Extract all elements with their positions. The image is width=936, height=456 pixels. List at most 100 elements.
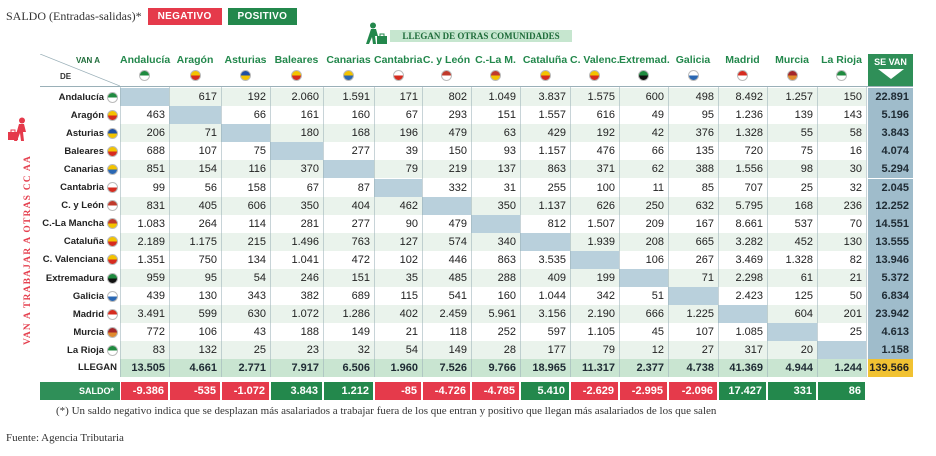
table-cell: 99 [152,181,165,194]
flag-la-rioja-icon [107,344,118,356]
table-cell: 252 [497,326,516,339]
table-cell: 28 [503,344,516,357]
table-cell: 85 [701,181,714,194]
flag-galicia-icon [687,70,699,81]
column-flag [374,70,422,81]
llegan-cell: 41.369 [729,362,763,374]
table-cell: 476 [596,145,615,158]
flag-baleares-icon [291,70,302,81]
row-header-label: La Rioja [67,344,104,356]
saldo-cell: -9.386 [121,382,168,400]
se-van-cell: 6.834 [868,287,913,306]
table-cell: 3.491 [137,308,165,321]
table-cell: 95 [204,272,217,284]
llegan-cell: 9.766 [488,362,516,374]
flag-cantabria-icon [107,182,118,193]
header-separator [40,86,913,87]
llegan-cell: 11.317 [581,362,615,374]
grid-line-vertical [619,86,620,377]
saldo-cell: -535 [170,382,220,400]
table-cell: 2.060 [291,91,319,103]
row-band [120,88,866,106]
table-cell: 114 [248,217,266,230]
flag-cataluna-icon [107,236,118,248]
table-cell: 11 [652,181,664,194]
table-cell: 750 [198,253,217,266]
grid-line-vertical [422,86,423,377]
table-cell: 405 [198,199,217,212]
table-cell: 1.105 [587,326,615,339]
column-header: Baleares [270,54,323,86]
table-cell: 25 [800,181,813,194]
footnote: (*) Un saldo negativo indica que se desp… [56,405,717,417]
row-header: Murcia [40,323,120,341]
diagonal-cell [169,106,221,125]
column-header-label: Extremad. [619,54,670,66]
diagonal-cell [270,142,323,161]
table-cell: 599 [198,308,217,321]
se-van-cell: 4.613 [868,323,913,342]
table-cell: 343 [247,290,266,303]
column-header-label: Galicia [675,54,711,66]
table-cell: 154 [198,163,217,176]
table-cell: 149 [448,344,467,357]
table-cell: 1.225 [686,308,714,321]
table-cell: 32 [849,181,862,194]
grid-line-vertical [718,86,719,377]
column-flag [520,70,570,81]
se-van-label: SE VAN [874,57,907,67]
diagonal-cell [817,341,866,360]
grid-line-vertical [570,86,571,377]
row-header: La Rioja [40,341,120,359]
table-cell: 20 [800,344,813,357]
column-header-label: Madrid [725,54,760,66]
se-van-cell: 1.158 [868,341,913,360]
se-van-cell: 5.196 [868,106,913,125]
flag-canarias-icon [343,70,354,81]
table-cell: 409 [547,272,566,284]
table-cell: 206 [146,127,165,140]
diagonal-cell [422,196,471,215]
table-cell: 177 [547,344,566,357]
saldo-cell: 331 [768,382,816,400]
van-a-label: VAN A [76,56,100,65]
table-cell: 102 [399,253,418,266]
table-cell: 350 [497,199,516,212]
table-cell: 75 [800,145,813,158]
table-cell: 851 [146,163,165,176]
flag-asturias-icon [107,127,118,139]
column-header: Galicia [668,54,718,86]
table-cell: 3.282 [735,235,763,248]
table-cell: 83 [152,344,165,357]
table-cell: 452 [794,235,813,248]
table-cell: 106 [198,326,217,339]
table-cell: 317 [744,344,763,357]
table-cell: 35 [405,272,418,284]
de-label: DE [60,72,72,81]
table-cell: 688 [146,145,165,158]
column-header: Andalucía [120,54,170,86]
table-cell: 158 [247,181,266,194]
flag-castilla-la-mancha-icon [490,70,501,81]
table-cell: 25 [253,344,266,357]
column-flag [718,70,767,81]
grid-line-vertical [120,86,121,377]
table-cell: 45 [651,326,664,339]
grid-line-vertical [520,86,521,377]
se-van-cell: 4.074 [868,142,913,161]
table-cell: 67 [306,181,319,194]
table-cell: 246 [300,272,319,284]
row-header: Extremadura [40,269,120,287]
table-cell: 1.257 [785,91,813,103]
llegan-row [120,359,866,377]
table-cell: 171 [399,91,418,103]
table-cell: 135 [695,145,714,158]
row-header: C. y León [40,197,120,215]
table-cell: 208 [645,235,664,248]
table-cell: 215 [247,235,266,248]
side-label: VAN A TRABAJAR A OTRAS CC AA [22,145,34,355]
table-cell: 58 [849,127,862,140]
table-cell: 1.175 [189,235,217,248]
saldo-cell: 86 [818,382,865,400]
grid-line-vertical [668,86,669,377]
